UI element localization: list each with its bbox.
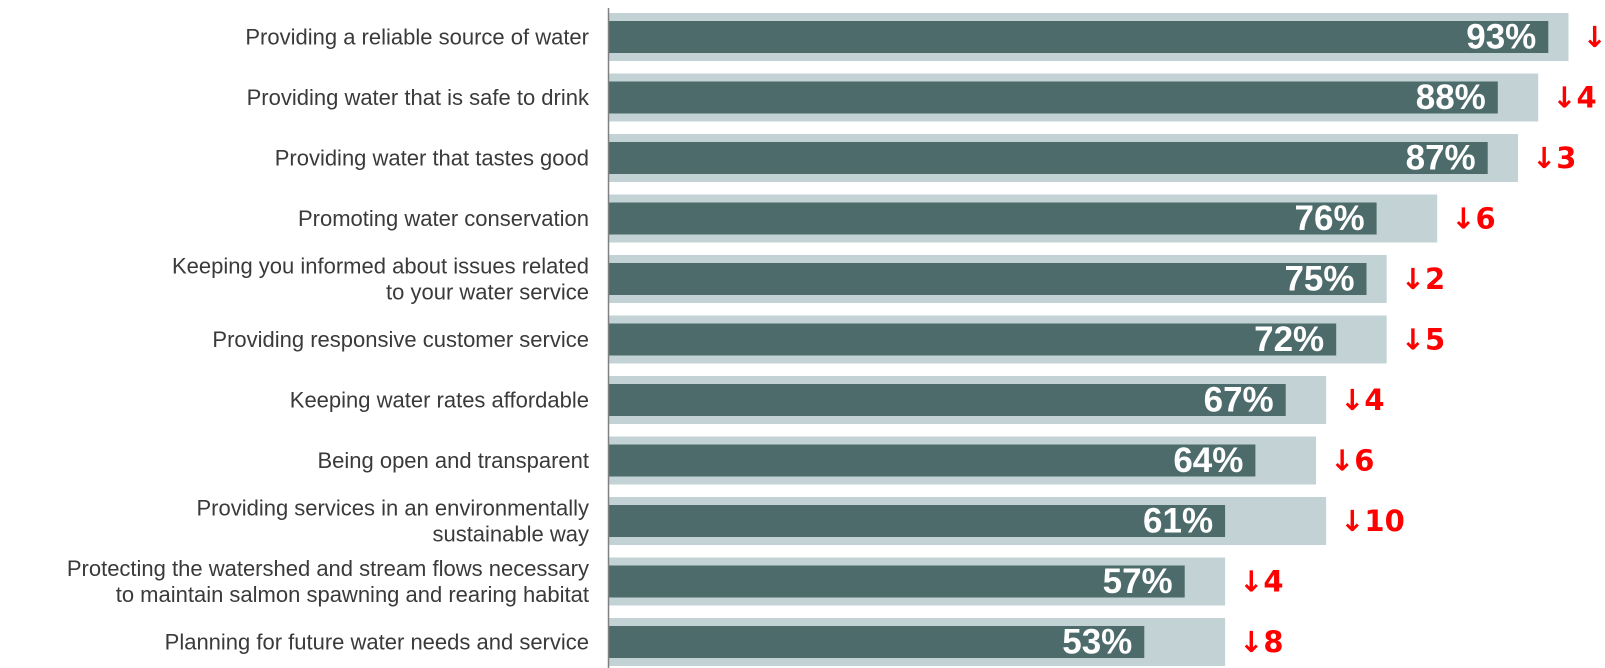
current-bar xyxy=(609,626,1145,658)
category-label: Providing services in an environmentally xyxy=(196,496,589,521)
current-bar xyxy=(609,21,1549,53)
change-label: ↓6 xyxy=(1451,202,1495,236)
current-bars-group xyxy=(609,21,1549,658)
category-label: Keeping you informed about issues relate… xyxy=(172,254,589,279)
change-label: ↓2 xyxy=(1401,262,1445,296)
value-label: 75% xyxy=(1284,260,1354,299)
category-label: Being open and transparent xyxy=(317,448,589,473)
value-label: 72% xyxy=(1254,320,1324,359)
current-bar xyxy=(609,323,1337,356)
value-label: 57% xyxy=(1103,562,1173,601)
change-label: ↓8 xyxy=(1239,625,1283,659)
category-label: Providing responsive customer service xyxy=(212,327,589,352)
value-label: 64% xyxy=(1173,441,1243,480)
current-bar xyxy=(609,142,1488,174)
current-bar xyxy=(609,81,1498,114)
change-label: ↓2 xyxy=(1583,20,1605,54)
value-label: 53% xyxy=(1062,623,1132,662)
change-label: ↓4 xyxy=(1552,81,1596,115)
current-bar xyxy=(609,384,1286,416)
category-label: Keeping water rates affordable xyxy=(290,388,589,413)
change-label: ↓4 xyxy=(1239,565,1283,599)
value-label: 87% xyxy=(1406,139,1476,178)
change-label: ↓5 xyxy=(1401,323,1445,357)
current-bar xyxy=(609,202,1377,235)
value-labels-group: 93% 88% 87% 76% 75% 72% 67% 64% 61% 57% 53% xyxy=(1062,18,1536,662)
change-label: ↓4 xyxy=(1340,383,1384,417)
category-labels-group: Providing a reliable source of water Prov… xyxy=(67,25,590,655)
value-label: 76% xyxy=(1295,199,1365,238)
current-bar xyxy=(609,444,1256,477)
value-label: 88% xyxy=(1416,78,1486,117)
category-label: Protecting the watershed and stream flow… xyxy=(67,556,589,581)
value-label: 67% xyxy=(1204,381,1274,420)
category-label: Providing a reliable source of water xyxy=(245,25,589,50)
category-label: Planning for future water needs and serv… xyxy=(165,630,589,655)
category-label: Promoting water conservation xyxy=(298,206,589,231)
current-bar xyxy=(609,565,1185,598)
current-bar xyxy=(609,263,1367,295)
change-labels-group: ↓2↓4↓3↓6↓2↓5↓4↓6↓10↓4↓8 xyxy=(1239,20,1605,659)
category-label: sustainable way xyxy=(432,522,589,547)
value-label: 93% xyxy=(1466,18,1536,57)
category-label: to maintain salmon spawning and rearing … xyxy=(116,582,589,607)
value-label: 61% xyxy=(1143,502,1213,541)
category-label: to your water service xyxy=(386,280,589,305)
change-label: ↓6 xyxy=(1330,444,1374,478)
change-label: ↓3 xyxy=(1532,141,1576,175)
current-bar xyxy=(609,505,1226,537)
change-label: ↓10 xyxy=(1340,504,1405,538)
category-label: Providing water that tastes good xyxy=(275,146,589,171)
category-label: Providing water that is safe to drink xyxy=(247,85,590,110)
